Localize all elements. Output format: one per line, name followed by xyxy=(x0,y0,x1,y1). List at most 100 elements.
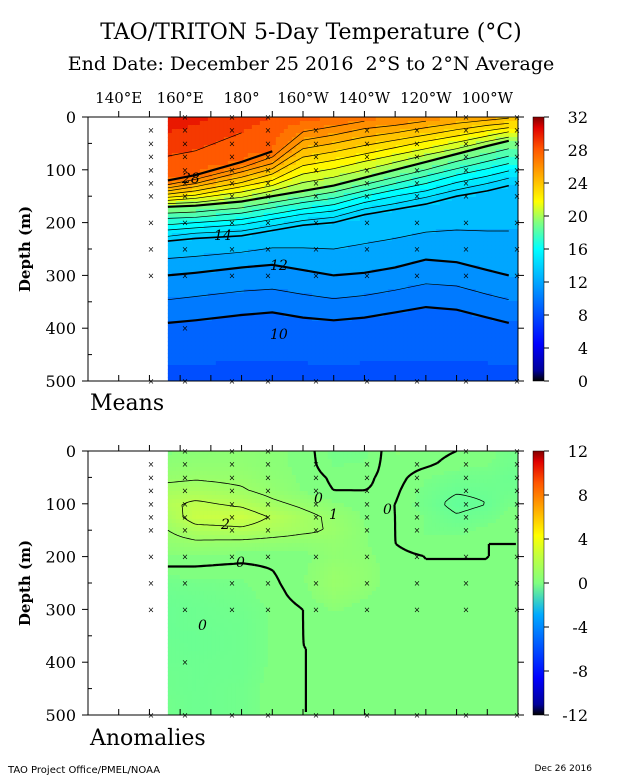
temperature-cell xyxy=(323,217,329,222)
temperature-cell xyxy=(443,153,449,158)
temperature-cell xyxy=(267,325,273,330)
temperature-cell xyxy=(199,121,205,126)
temperature-cell xyxy=(419,165,425,170)
temperature-cell xyxy=(283,137,289,142)
temperature-cell xyxy=(335,229,341,234)
temperature-cell xyxy=(395,245,401,250)
temperature-cell xyxy=(207,265,213,270)
temperature-cell xyxy=(439,161,445,166)
temperature-cell xyxy=(347,177,353,182)
temperature-cell xyxy=(267,225,273,230)
temperature-cell xyxy=(295,137,301,142)
temperature-cell xyxy=(199,329,205,334)
temperature-cell xyxy=(315,325,321,330)
temperature-cell xyxy=(319,121,325,126)
temperature-cell xyxy=(379,289,385,294)
temperature-cell xyxy=(335,349,341,354)
temperature-cell xyxy=(211,229,217,234)
temperature-cell xyxy=(311,261,317,266)
temperature-cell xyxy=(323,313,329,318)
temperature-cell xyxy=(263,149,269,154)
temperature-cell xyxy=(215,301,221,306)
temperature-cell xyxy=(259,137,265,142)
temperature-cell xyxy=(463,341,469,346)
temperature-cell xyxy=(243,129,249,134)
temperature-cell xyxy=(387,357,393,362)
temperature-cell xyxy=(167,313,173,318)
temperature-cell xyxy=(167,345,173,350)
temperature-cell xyxy=(259,145,265,150)
temperature-cell xyxy=(279,213,285,218)
temperature-cell xyxy=(427,117,433,122)
temperature-cell xyxy=(395,325,401,330)
temperature-cell xyxy=(371,301,377,306)
temperature-cell xyxy=(195,161,201,166)
temperature-cell xyxy=(223,345,229,350)
temperature-cell xyxy=(371,353,377,358)
temperature-cell xyxy=(371,289,377,294)
temperature-cell xyxy=(199,325,205,330)
temperature-cell xyxy=(219,181,225,186)
temperature-cell xyxy=(399,197,405,202)
temperature-cell xyxy=(411,141,417,146)
temperature-cell xyxy=(383,333,389,338)
temperature-cell xyxy=(179,189,185,194)
temperature-cell xyxy=(295,245,301,250)
temperature-cell xyxy=(355,285,361,290)
temperature-cell xyxy=(351,369,357,374)
temperature-cell xyxy=(211,257,217,262)
temperature-cell xyxy=(399,257,405,262)
temperature-cell xyxy=(443,117,449,122)
temperature-cell xyxy=(371,137,377,142)
temperature-cell xyxy=(175,301,181,306)
temperature-cell xyxy=(379,173,385,178)
temperature-cell xyxy=(343,221,349,226)
temperature-cell xyxy=(251,125,257,130)
temperature-cell xyxy=(235,261,241,266)
temperature-cell xyxy=(379,205,385,210)
temperature-cell xyxy=(263,165,269,170)
temperature-cell xyxy=(435,245,441,250)
temperature-cell xyxy=(267,121,273,126)
temperature-cell xyxy=(395,333,401,338)
temperature-cell xyxy=(451,285,457,290)
temperature-cell xyxy=(303,149,309,154)
temperature-cell xyxy=(351,261,357,266)
temperature-cell xyxy=(191,213,197,218)
temperature-cell xyxy=(291,157,297,162)
temperature-cell xyxy=(231,197,237,202)
temperature-cell xyxy=(191,245,197,250)
temperature-cell xyxy=(315,253,321,258)
temperature-cell xyxy=(175,365,181,370)
temperature-cell xyxy=(179,365,185,370)
temperature-cell xyxy=(183,137,189,142)
temperature-cell xyxy=(419,201,425,206)
temperature-cell xyxy=(403,193,409,198)
temperature-cell xyxy=(327,165,333,170)
temperature-cell xyxy=(379,221,385,226)
temperature-cell xyxy=(175,225,181,230)
temperature-cell xyxy=(335,161,341,166)
temperature-cell xyxy=(287,349,293,354)
temperature-cell xyxy=(219,137,225,142)
temperature-cell xyxy=(327,137,333,142)
temperature-cell xyxy=(315,285,321,290)
temperature-cell xyxy=(319,189,325,194)
temperature-cell xyxy=(443,261,449,266)
temperature-cell xyxy=(403,161,409,166)
temperature-cell xyxy=(263,197,269,202)
temperature-cell xyxy=(395,133,401,138)
temperature-cell xyxy=(327,261,333,266)
temperature-cell xyxy=(223,281,229,286)
temperature-cell xyxy=(255,249,261,254)
temperature-cell xyxy=(367,305,373,310)
temperature-cell xyxy=(343,209,349,214)
temperature-cell xyxy=(211,157,217,162)
temperature-cell xyxy=(319,117,325,122)
temperature-cell xyxy=(171,185,177,190)
temperature-cell xyxy=(283,285,289,290)
temperature-cell xyxy=(247,173,253,178)
temperature-cell xyxy=(343,145,349,150)
temperature-cell xyxy=(391,257,397,262)
temperature-cell xyxy=(343,353,349,358)
